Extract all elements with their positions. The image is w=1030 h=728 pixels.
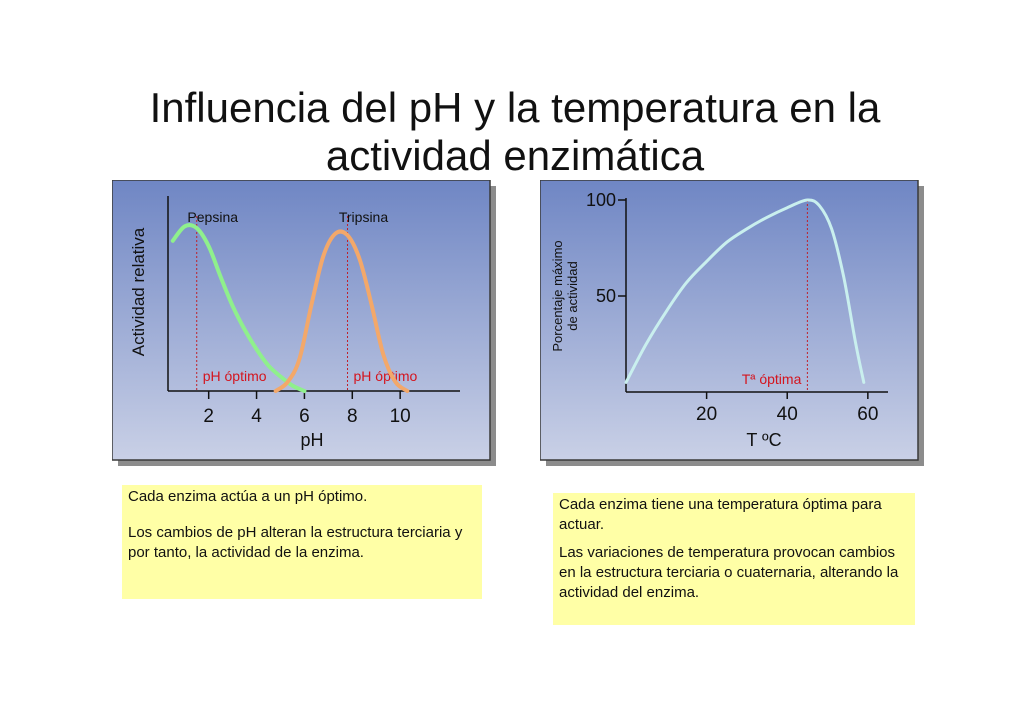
ph-x-tick-label: 6: [299, 406, 310, 427]
ph-note-line-1: Cada enzima actúa a un pH óptimo.: [128, 488, 368, 505]
ph-chart: Actividad relativa 2 4 6 8 10 pH pH óptimo pH…: [112, 180, 496, 466]
ph-ylabel: Actividad relativa: [129, 227, 148, 356]
temperature-optimum-label: Tª óptima: [742, 371, 802, 387]
temperature-xlabel: T ºC: [746, 430, 781, 450]
page-title: Influencia del pH y la temperatura en la…: [100, 84, 930, 180]
temperature-y-tick-label: 50: [596, 286, 616, 306]
ph-optimum-label: pH óptimo: [203, 368, 267, 384]
temperature-ylabel-line-2: de actividad: [565, 261, 580, 330]
ph-series-line-pepsina: [170, 223, 307, 393]
temperature-x-tick-label: 40: [777, 404, 798, 425]
ph-note-line-2: Los cambios de pH alteran la estructura …: [128, 524, 463, 561]
ph-x-tick-label: 2: [203, 406, 214, 427]
title-line-1: Influencia del pH y la temperatura en la: [149, 84, 881, 131]
ph-x-tick-label: 4: [251, 406, 262, 427]
title-line-2: actividad enzimática: [325, 132, 705, 179]
temperature-x-tick-label: 20: [696, 404, 717, 425]
temperature-note: Cada enzima tiene una temperatura óptima…: [553, 493, 915, 625]
temperature-chart-panel: Porcentaje máximo de actividad 100 50 20 4…: [540, 180, 926, 468]
temperature-note-line-2: Las variaciones de temperatura provocan …: [559, 544, 899, 601]
temperature-chart: Porcentaje máximo de actividad 100 50 20 4…: [540, 180, 924, 466]
temperature-ylabel-line-1: Porcentaje máximo: [550, 240, 565, 351]
temperature-series-line: [624, 198, 866, 384]
ph-x-tick-label: 8: [347, 406, 358, 427]
ph-xlabel: pH: [300, 430, 323, 450]
ph-x-tick-label: 10: [390, 406, 411, 427]
temperature-note-line-1: Cada enzima tiene una temperatura óptima…: [559, 496, 882, 533]
ph-series-name: Tripsina: [339, 209, 388, 225]
ph-note: Cada enzima actúa a un pH óptimo. Los ca…: [122, 485, 482, 599]
temperature-x-tick-label: 60: [857, 404, 878, 425]
ph-chart-panel: Actividad relativa 2 4 6 8 10 pH pH óptimo pH…: [112, 180, 498, 468]
ph-optimum-label: pH óptimo: [354, 368, 418, 384]
ph-series-line-tripsina: [273, 229, 410, 393]
temperature-y-tick-label: 100: [586, 190, 616, 210]
ph-series-name: Pepsina: [187, 209, 238, 225]
